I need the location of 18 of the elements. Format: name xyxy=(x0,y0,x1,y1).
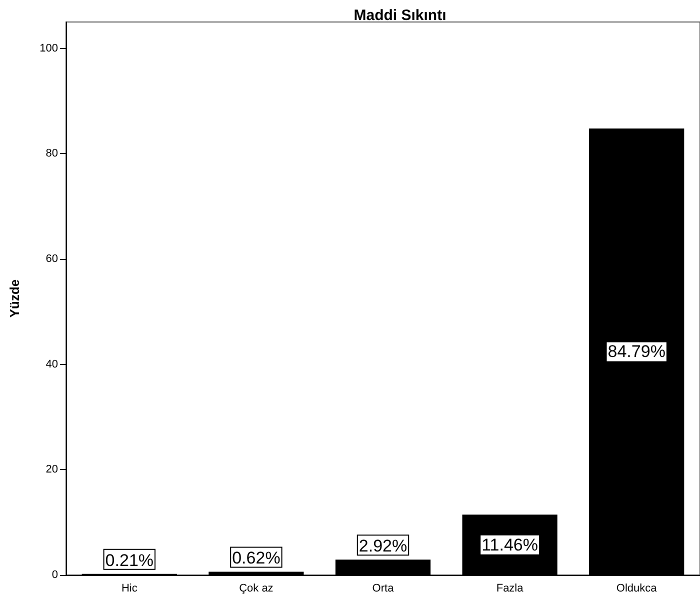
x-tick-label: Oldukca xyxy=(616,582,658,594)
y-tick-label: 100 xyxy=(40,42,58,54)
data-label: 2.92% xyxy=(358,536,408,556)
data-label: 84.79% xyxy=(608,342,666,362)
y-tick-label: 20 xyxy=(46,464,58,476)
y-tick-label: 0 xyxy=(52,569,58,581)
x-tick-label: Hic xyxy=(121,582,138,594)
data-label: 11.46% xyxy=(482,535,538,554)
y-axis-title: Yüzde xyxy=(7,279,22,318)
chart-title: Maddi Sıkıntı xyxy=(354,7,446,24)
x-tick-label: Çok az xyxy=(239,582,274,594)
x-tick-label: Fazla xyxy=(496,582,524,594)
x-tick-label: Orta xyxy=(372,582,395,594)
y-tick-label: 60 xyxy=(46,253,58,265)
data-label: 0.21% xyxy=(105,550,154,570)
y-tick-label: 80 xyxy=(46,148,58,160)
y-tick-label: 40 xyxy=(46,358,58,370)
data-label: 0.62% xyxy=(232,548,280,568)
